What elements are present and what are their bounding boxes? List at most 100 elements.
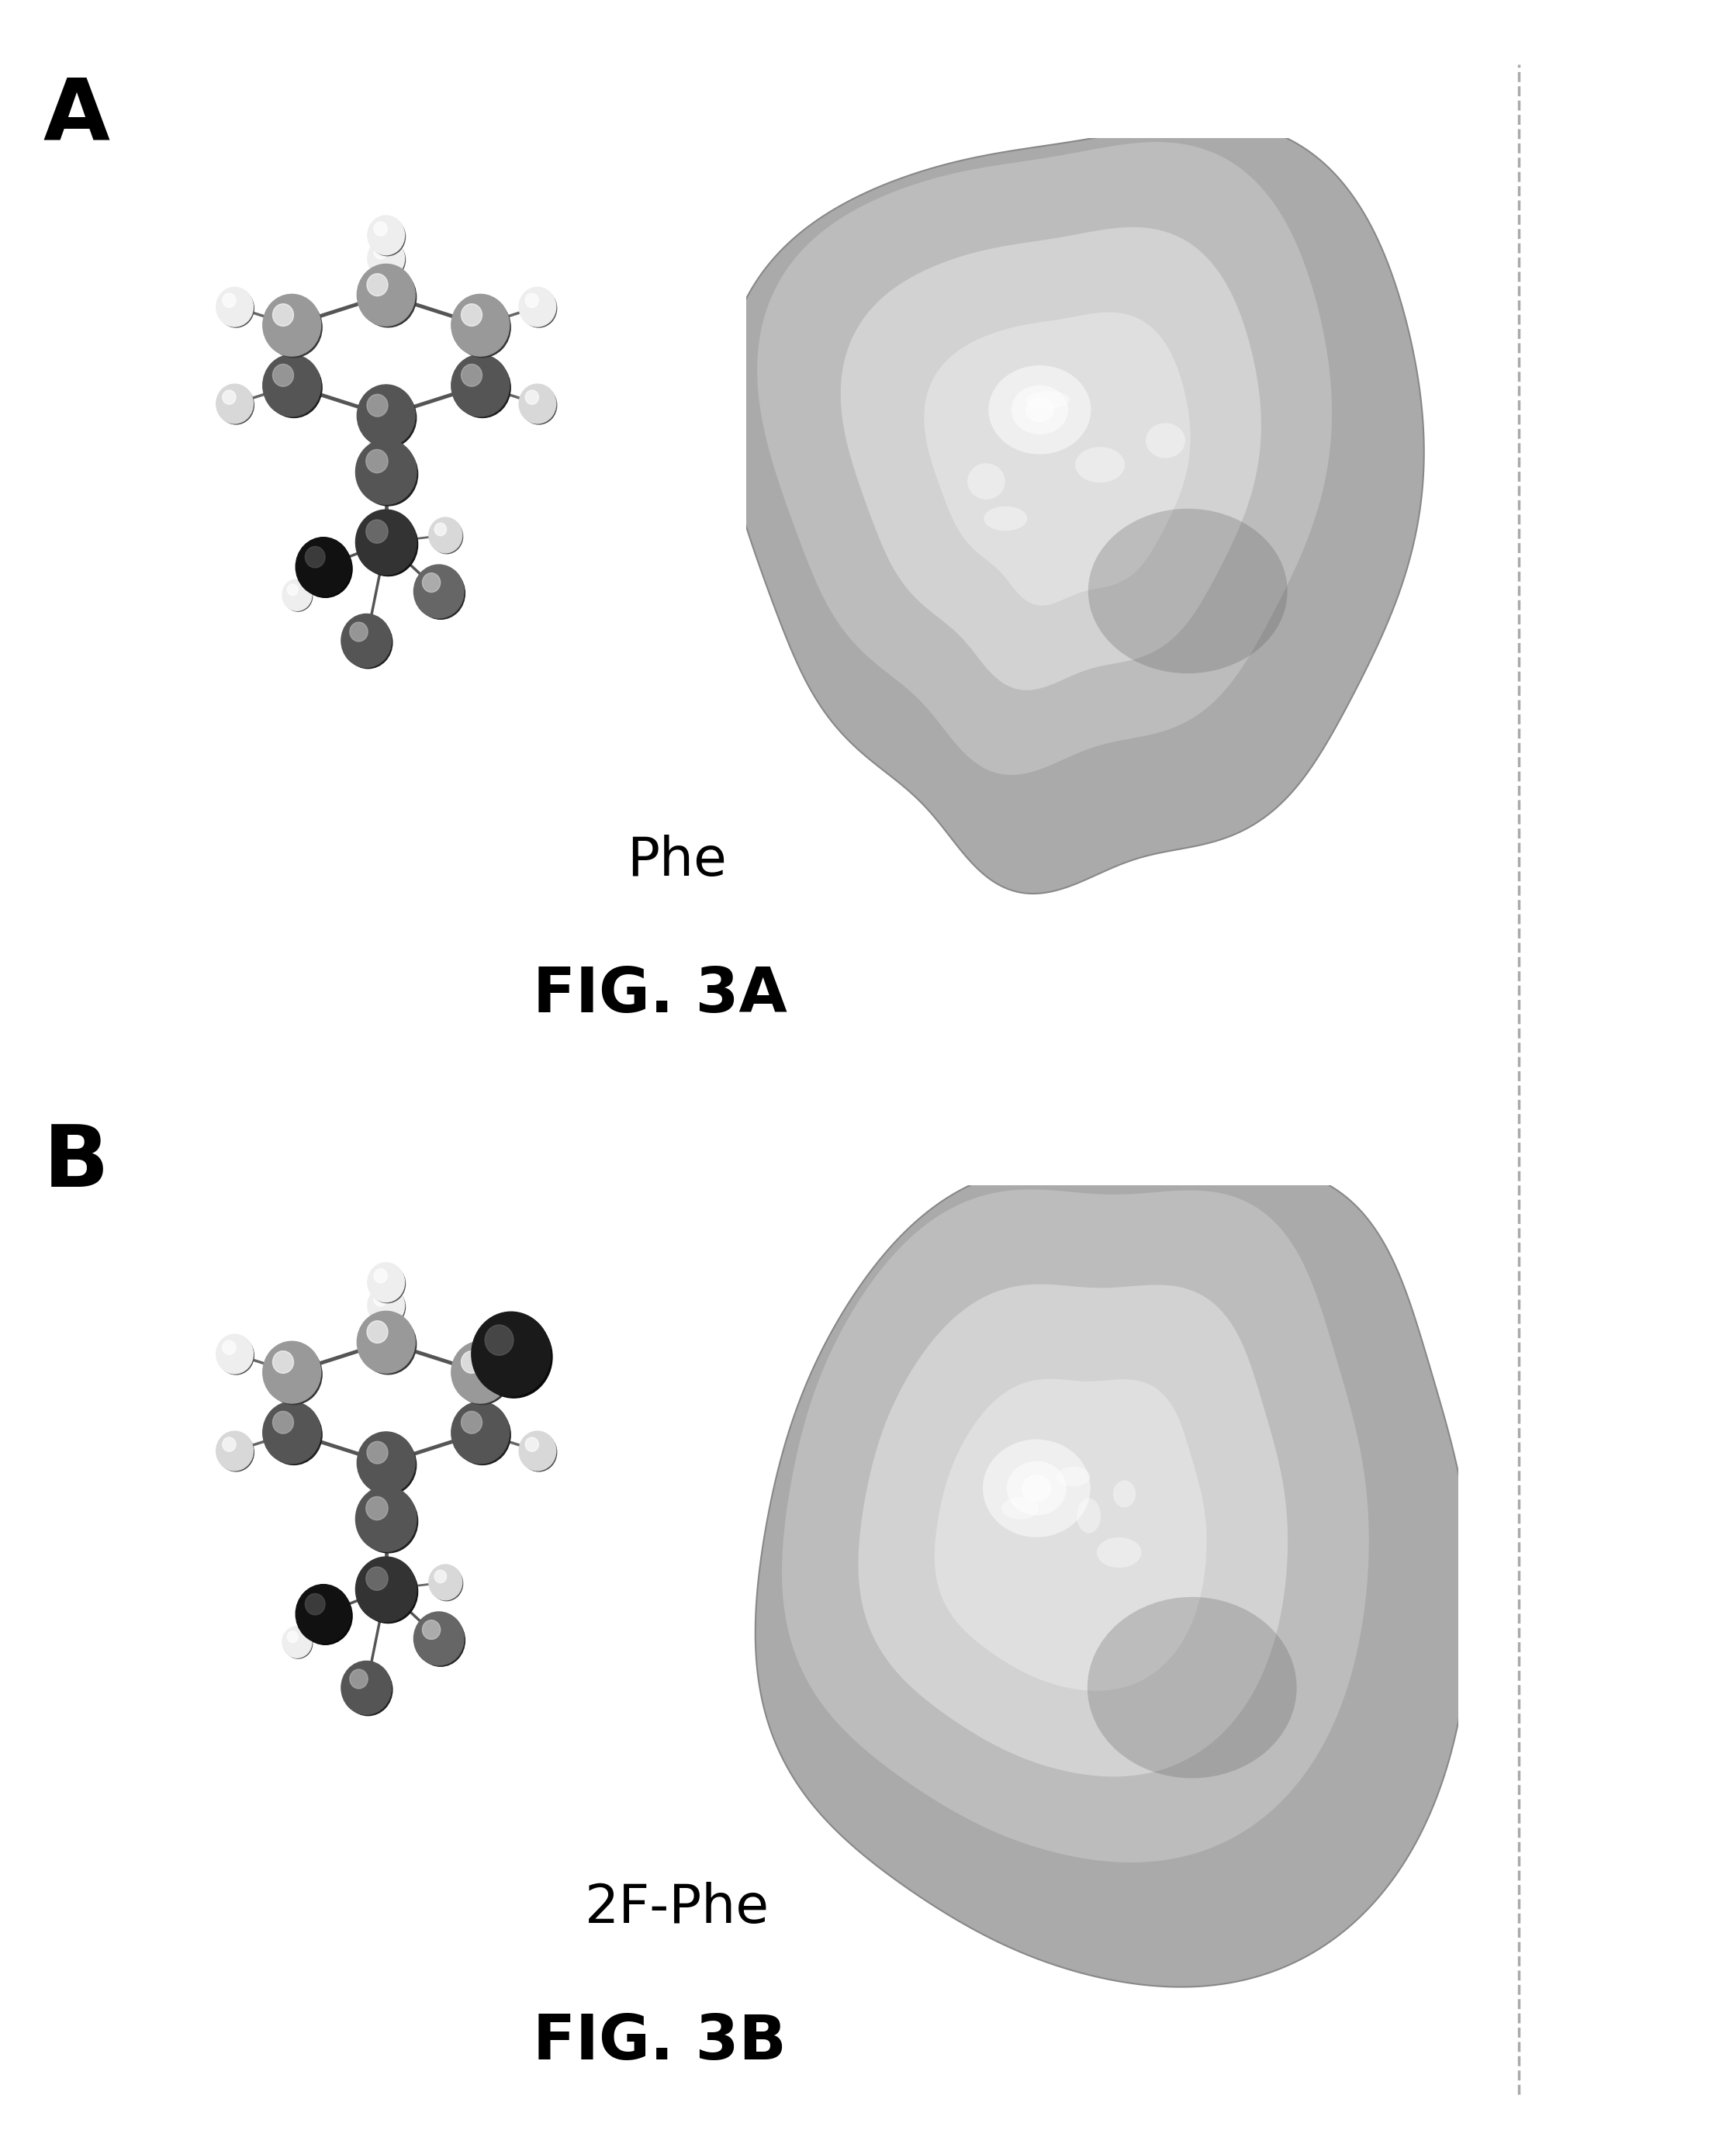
Circle shape: [273, 1410, 293, 1434]
Circle shape: [359, 1434, 417, 1496]
Circle shape: [462, 363, 483, 387]
Circle shape: [366, 1442, 387, 1464]
Ellipse shape: [1097, 1537, 1142, 1569]
Circle shape: [451, 1402, 509, 1464]
Circle shape: [455, 297, 510, 357]
Circle shape: [356, 1558, 417, 1622]
Circle shape: [370, 1265, 404, 1304]
Circle shape: [262, 1402, 321, 1464]
Circle shape: [455, 1344, 510, 1404]
Circle shape: [295, 1584, 351, 1643]
Circle shape: [366, 1566, 387, 1590]
Circle shape: [462, 1351, 483, 1374]
Circle shape: [455, 357, 510, 417]
Text: FIG. 3B: FIG. 3B: [533, 2013, 786, 2073]
Circle shape: [283, 579, 312, 611]
Circle shape: [219, 288, 253, 327]
Circle shape: [306, 547, 325, 568]
Circle shape: [370, 434, 404, 472]
Circle shape: [370, 218, 404, 256]
Circle shape: [451, 295, 509, 357]
Circle shape: [342, 613, 391, 667]
Circle shape: [217, 385, 253, 423]
Circle shape: [344, 618, 392, 669]
Circle shape: [462, 1410, 483, 1434]
Circle shape: [429, 517, 462, 553]
Circle shape: [373, 438, 387, 453]
Circle shape: [521, 1434, 557, 1472]
Circle shape: [422, 573, 441, 592]
Circle shape: [368, 1263, 404, 1301]
Circle shape: [219, 1336, 253, 1374]
Circle shape: [368, 432, 404, 472]
Circle shape: [368, 1286, 404, 1325]
Circle shape: [366, 395, 387, 417]
Circle shape: [286, 583, 299, 596]
Ellipse shape: [1023, 1475, 1052, 1502]
Ellipse shape: [1146, 423, 1186, 457]
Circle shape: [368, 216, 404, 254]
Circle shape: [526, 391, 538, 404]
Circle shape: [359, 1560, 418, 1624]
Polygon shape: [858, 1284, 1288, 1776]
Circle shape: [368, 1479, 404, 1519]
Circle shape: [413, 564, 464, 618]
Ellipse shape: [988, 365, 1090, 455]
Circle shape: [429, 1564, 462, 1601]
Circle shape: [217, 1432, 253, 1470]
Circle shape: [262, 295, 321, 357]
Circle shape: [422, 1620, 441, 1639]
Circle shape: [526, 1438, 538, 1451]
Polygon shape: [924, 312, 1191, 605]
Circle shape: [413, 1611, 464, 1665]
Circle shape: [358, 1432, 415, 1494]
Circle shape: [283, 1628, 312, 1658]
Circle shape: [217, 1333, 253, 1374]
Circle shape: [295, 536, 351, 596]
Circle shape: [431, 1566, 464, 1601]
Circle shape: [451, 1342, 509, 1404]
Circle shape: [368, 239, 404, 278]
Circle shape: [356, 1487, 417, 1551]
Circle shape: [358, 1312, 415, 1374]
Circle shape: [455, 1404, 510, 1464]
Circle shape: [521, 387, 557, 425]
Text: B: B: [43, 1122, 109, 1205]
Circle shape: [273, 303, 293, 327]
Circle shape: [273, 1351, 293, 1374]
Text: FIG. 3A: FIG. 3A: [533, 966, 786, 1026]
Text: A: A: [43, 75, 109, 158]
Circle shape: [373, 246, 387, 259]
Circle shape: [434, 1571, 446, 1584]
Circle shape: [366, 274, 387, 295]
Circle shape: [519, 286, 556, 327]
Ellipse shape: [1007, 1462, 1066, 1515]
Circle shape: [476, 1316, 552, 1398]
Polygon shape: [757, 141, 1332, 776]
Ellipse shape: [1075, 447, 1125, 483]
Circle shape: [373, 222, 387, 235]
Circle shape: [417, 568, 465, 620]
Circle shape: [273, 363, 293, 387]
Circle shape: [366, 449, 387, 472]
Polygon shape: [781, 1190, 1370, 1861]
Circle shape: [366, 1496, 387, 1519]
Circle shape: [373, 1293, 387, 1306]
Circle shape: [222, 1438, 236, 1451]
Circle shape: [434, 524, 446, 536]
Circle shape: [219, 1434, 253, 1472]
Ellipse shape: [1002, 1498, 1040, 1519]
Circle shape: [417, 1616, 465, 1667]
Circle shape: [344, 1665, 392, 1716]
Circle shape: [299, 541, 352, 598]
Circle shape: [286, 1631, 299, 1643]
Circle shape: [521, 288, 557, 327]
Circle shape: [366, 519, 387, 543]
Circle shape: [366, 1321, 387, 1342]
Circle shape: [359, 267, 417, 327]
Circle shape: [519, 385, 556, 423]
Circle shape: [306, 1594, 325, 1616]
Circle shape: [370, 241, 404, 280]
Circle shape: [526, 293, 538, 308]
Text: Phe: Phe: [627, 836, 727, 887]
